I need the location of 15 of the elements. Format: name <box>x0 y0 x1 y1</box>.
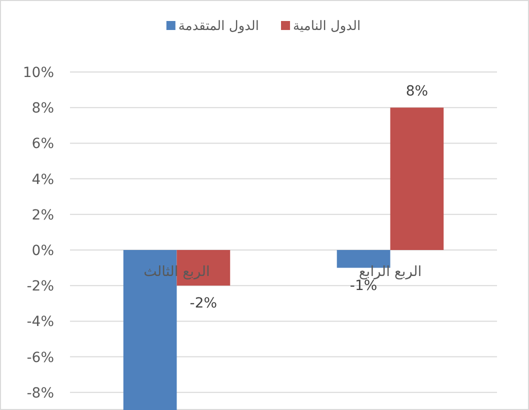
y-tick-label: 0% <box>32 243 54 259</box>
data-label: -2% <box>190 296 218 312</box>
y-tick-label: -6% <box>26 350 54 366</box>
x-tick-label: الربع الرابع <box>358 264 422 280</box>
y-tick-label: -8% <box>26 385 54 402</box>
legend-label: الدول المتقدمة <box>178 19 260 34</box>
y-tick-label: -4% <box>26 314 54 330</box>
legend-label: الدول النامية <box>293 19 361 34</box>
data-label: 8% <box>406 84 428 100</box>
y-tick-label: 8% <box>32 100 54 117</box>
y-tick-label: 4% <box>32 172 54 188</box>
y-tick-label: 10% <box>22 65 54 81</box>
y-tick-label: -2% <box>26 278 54 295</box>
y-tick-label: 2% <box>32 207 54 224</box>
y-tick-label: 6% <box>32 136 54 152</box>
